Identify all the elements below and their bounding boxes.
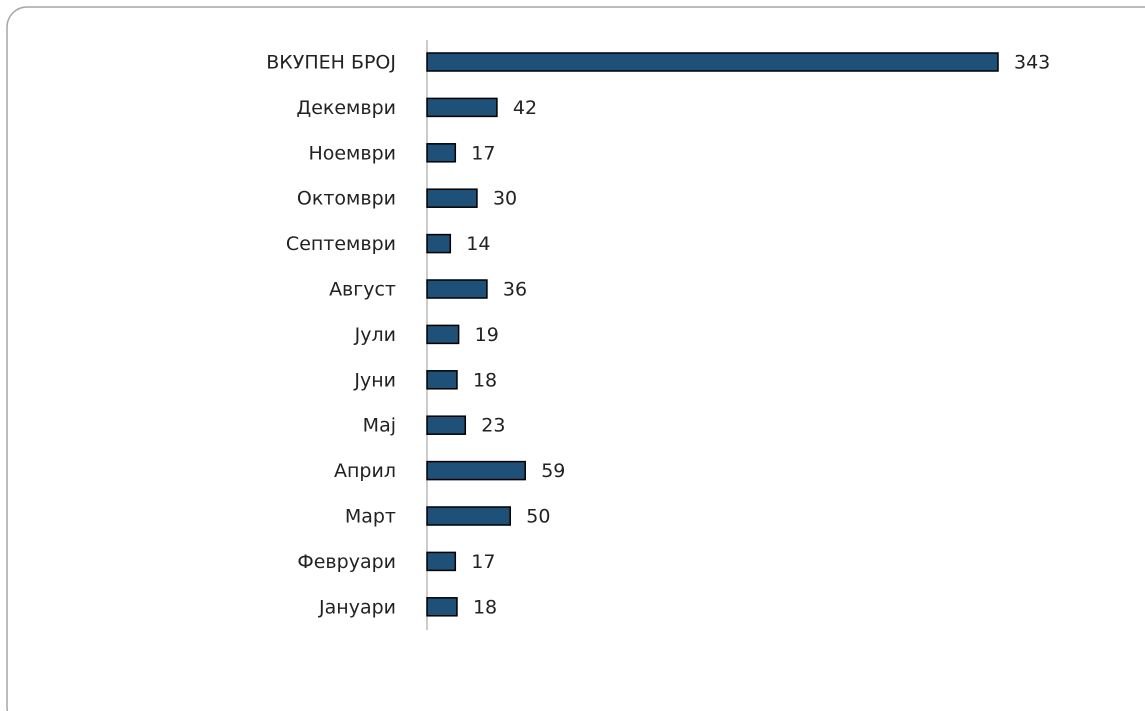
bar [426, 460, 526, 481]
bar [426, 551, 457, 572]
y-tick-label: Декември [296, 97, 396, 119]
y-tick-label: Март [345, 506, 396, 528]
y-tick-label: Септември [286, 233, 396, 255]
y-tick-label: Јуни [353, 369, 396, 391]
data-label: 23 [481, 415, 505, 437]
data-label: 343 [1014, 52, 1050, 74]
y-tick-label: Јули [354, 324, 396, 346]
data-label: 42 [513, 97, 537, 119]
y-tick-label: Мај [363, 415, 396, 437]
y-tick-label: Октомври [297, 188, 396, 210]
data-label: 30 [493, 188, 517, 210]
data-label: 50 [526, 506, 550, 528]
data-label: 14 [466, 233, 490, 255]
bar [426, 597, 458, 617]
data-label: 18 [473, 369, 497, 391]
y-tick-label: Април [334, 460, 396, 482]
y-tick-label: Ноември [308, 142, 396, 164]
bar [426, 370, 458, 390]
bar [426, 324, 460, 345]
data-label: 17 [471, 142, 495, 164]
bar [426, 233, 452, 254]
data-label: 59 [541, 460, 565, 482]
data-label: 36 [503, 279, 527, 301]
y-tick-label: Август [329, 279, 396, 301]
bar [426, 52, 999, 72]
bar [426, 97, 498, 118]
bar [426, 506, 511, 526]
chart-frame [6, 6, 1145, 711]
y-tick-label: Јануари [318, 596, 396, 618]
bar [426, 188, 478, 208]
bar [426, 143, 457, 163]
data-label: 18 [473, 596, 497, 618]
bar [426, 415, 467, 435]
data-label: 17 [471, 551, 495, 573]
data-label: 19 [475, 324, 499, 346]
y-tick-label: Февруари [297, 551, 396, 573]
bar [426, 279, 488, 299]
y-tick-label: ВКУПЕН БРОЈ [266, 52, 396, 74]
